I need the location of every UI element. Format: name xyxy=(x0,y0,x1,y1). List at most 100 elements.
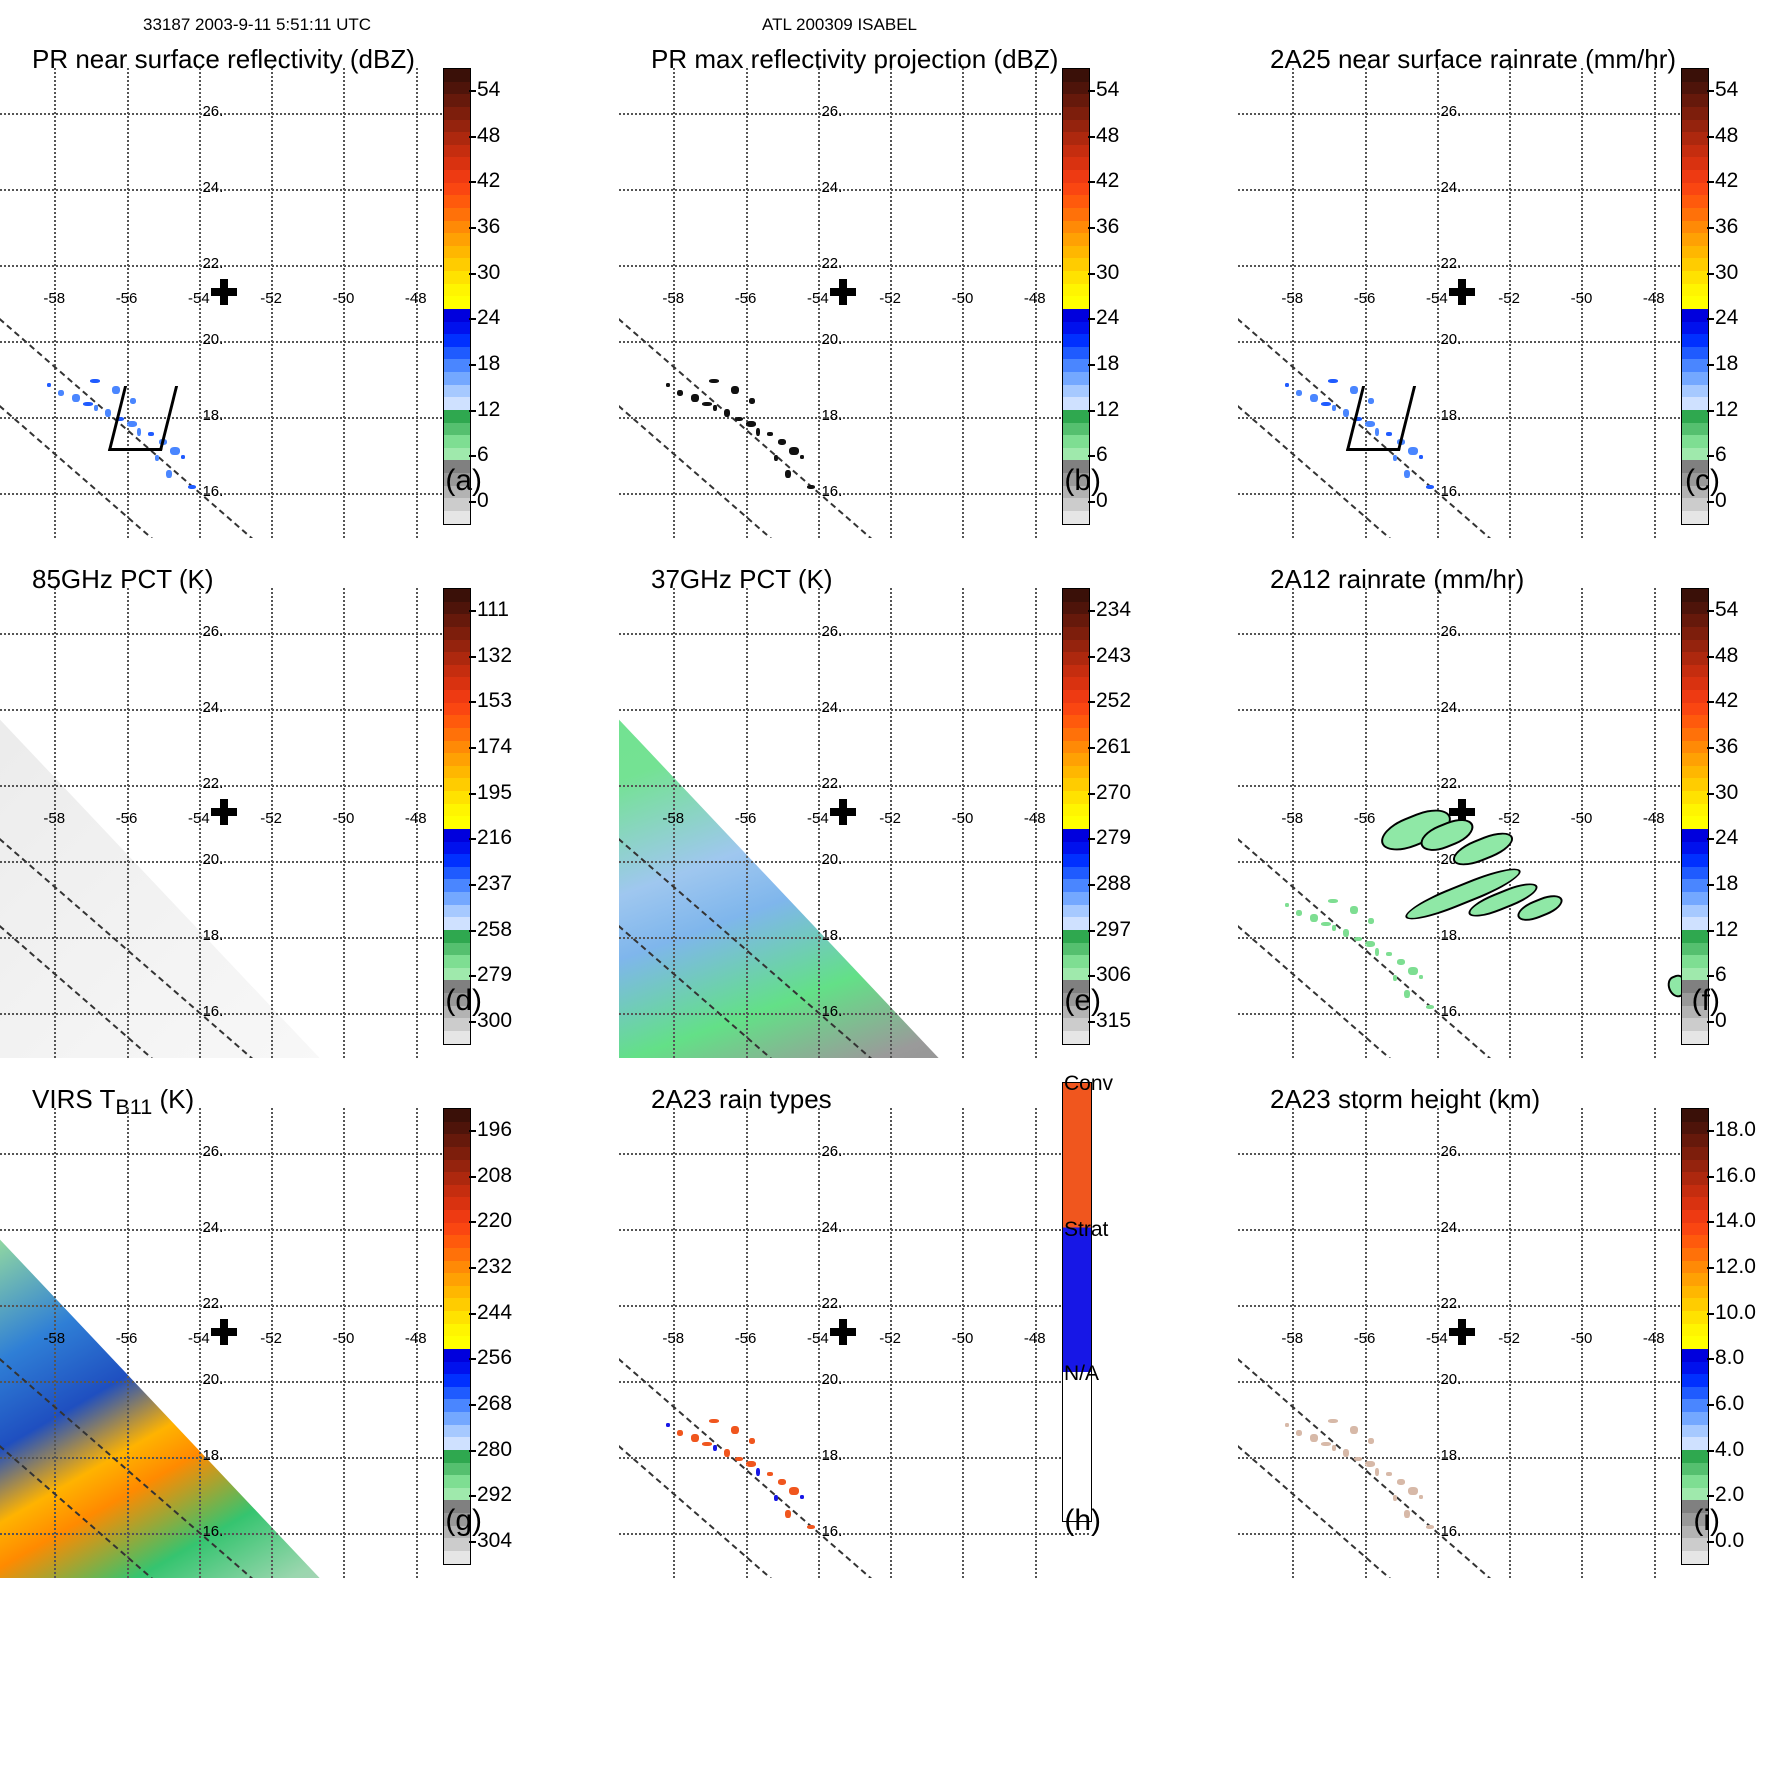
colorbar-swatch xyxy=(444,498,470,511)
colorbar-swatch xyxy=(1063,828,1089,842)
lat-gridline xyxy=(0,936,470,939)
colorbar-swatch xyxy=(1682,589,1708,602)
lat-tick-label: 24. xyxy=(821,699,843,717)
colorbar-tick-mark xyxy=(1707,838,1714,841)
rain-echo xyxy=(148,431,155,436)
colorbar-swatch xyxy=(1063,422,1089,436)
colorbar-swatch xyxy=(444,1273,470,1286)
lat-tick-label: 18. xyxy=(821,406,843,424)
colorbar-swatch xyxy=(444,119,470,133)
colorbar-tick-mark xyxy=(469,181,476,184)
lat-gridline xyxy=(619,860,1089,863)
colorbar-swatch xyxy=(1682,81,1708,95)
colorbar-tick-mark xyxy=(1088,701,1095,704)
colorbar-tick-label: 300 xyxy=(477,1009,513,1032)
colorbar-tick-mark xyxy=(469,1358,476,1361)
colorbar-swatch xyxy=(1682,702,1708,716)
colorbar-swatch xyxy=(444,69,470,82)
rain-echo xyxy=(1364,940,1375,947)
colorbar-swatch xyxy=(1682,1121,1708,1135)
lat-gridline xyxy=(0,1229,470,1232)
rain-echo xyxy=(1342,409,1349,418)
colorbar-swatch xyxy=(444,1538,470,1551)
colorbar-swatch xyxy=(1063,69,1089,82)
colorbar-swatch xyxy=(444,1500,470,1513)
colorbar-swatch xyxy=(1682,980,1708,993)
swath-edge-1 xyxy=(1238,318,1708,538)
colorbar-swatch xyxy=(444,233,470,246)
colorbar-swatch xyxy=(1682,1462,1708,1476)
rain-echo xyxy=(778,1479,787,1486)
colorbar-swatch xyxy=(444,422,470,436)
panel-i: 2A23 storm height (km) -58 -56 -54 -52 -50 -48… xyxy=(1238,1062,1771,1582)
lat-tick-label: 22. xyxy=(202,1295,224,1313)
colorbar-swatch xyxy=(444,778,470,791)
colorbar-swatch xyxy=(444,1462,470,1476)
lon-gridline xyxy=(343,588,346,1058)
rain-echo xyxy=(1328,378,1339,383)
colorbar-swatch xyxy=(1682,816,1708,829)
rain-echo xyxy=(1342,929,1349,938)
lon-gridline xyxy=(1581,588,1584,1058)
rain-echo xyxy=(1285,902,1289,907)
lon-gridline xyxy=(1436,68,1439,538)
rain-echo xyxy=(788,1487,799,1496)
colorbar-swatch xyxy=(444,359,470,372)
colorbar-tick-label: 174 xyxy=(477,735,513,758)
lon-tick-label: -50 xyxy=(1570,1329,1593,1347)
colorbar-tick-label: 6 xyxy=(1096,443,1108,467)
lon-tick-label: -56 xyxy=(115,289,138,307)
lon-tick-label: -54 xyxy=(188,289,210,307)
colorbar-tick-label: 24 xyxy=(1096,306,1120,330)
lat-tick-label: 18. xyxy=(1440,406,1462,424)
lat-tick-label: 26. xyxy=(821,1143,843,1161)
raintype-legend-label: N/A xyxy=(1064,1362,1100,1385)
lat-gridline xyxy=(0,1012,470,1015)
lon-tick-label: -48 xyxy=(1023,289,1046,307)
colorbar-swatch xyxy=(444,409,470,423)
rain-echo xyxy=(1426,1004,1434,1009)
colorbar-tick-label: 54 xyxy=(1715,78,1739,101)
colorbar-tick-label: 4.0 xyxy=(1715,1437,1745,1461)
panel-label: (i) xyxy=(1693,1504,1720,1537)
lon-tick-label: -56 xyxy=(115,809,138,827)
rain-echo xyxy=(756,428,761,437)
colorbar-tick-mark xyxy=(469,701,476,704)
lat-tick-label: 24. xyxy=(1440,699,1462,717)
colorbar-swatch xyxy=(1682,626,1708,640)
colorbar-tick-label: 10.0 xyxy=(1715,1300,1756,1324)
colorbar-tick-mark xyxy=(1707,1130,1714,1132)
swath-edge-1 xyxy=(0,318,470,538)
rain-echo xyxy=(130,397,137,404)
colorbar-swatch xyxy=(1063,639,1089,653)
colorbar-swatch xyxy=(1063,409,1089,423)
colorbar-tick-mark xyxy=(1707,884,1714,886)
colorbar-swatch xyxy=(1682,498,1708,511)
colorbar-swatch xyxy=(1063,195,1089,208)
colorbar-swatch xyxy=(444,1159,470,1173)
colorbar-swatch xyxy=(1682,296,1708,309)
lon-gridline xyxy=(271,68,274,538)
lon-tick-label: -48 xyxy=(404,809,427,827)
lat-gridline xyxy=(0,492,470,495)
colorbar-swatch xyxy=(1682,1273,1708,1286)
colorbar-swatch xyxy=(1682,422,1708,436)
rain-echo xyxy=(1397,1479,1406,1486)
lon-tick-label: -58 xyxy=(662,809,685,827)
colorbar-tick-mark xyxy=(1088,792,1095,795)
colorbar-tick-label: 315 xyxy=(1096,1009,1132,1032)
colorbar-swatch xyxy=(444,144,470,158)
rain-echo xyxy=(72,393,81,402)
lon-gridline xyxy=(962,68,965,538)
cross-marker xyxy=(830,798,857,825)
colorbar-swatch xyxy=(1682,1361,1708,1375)
